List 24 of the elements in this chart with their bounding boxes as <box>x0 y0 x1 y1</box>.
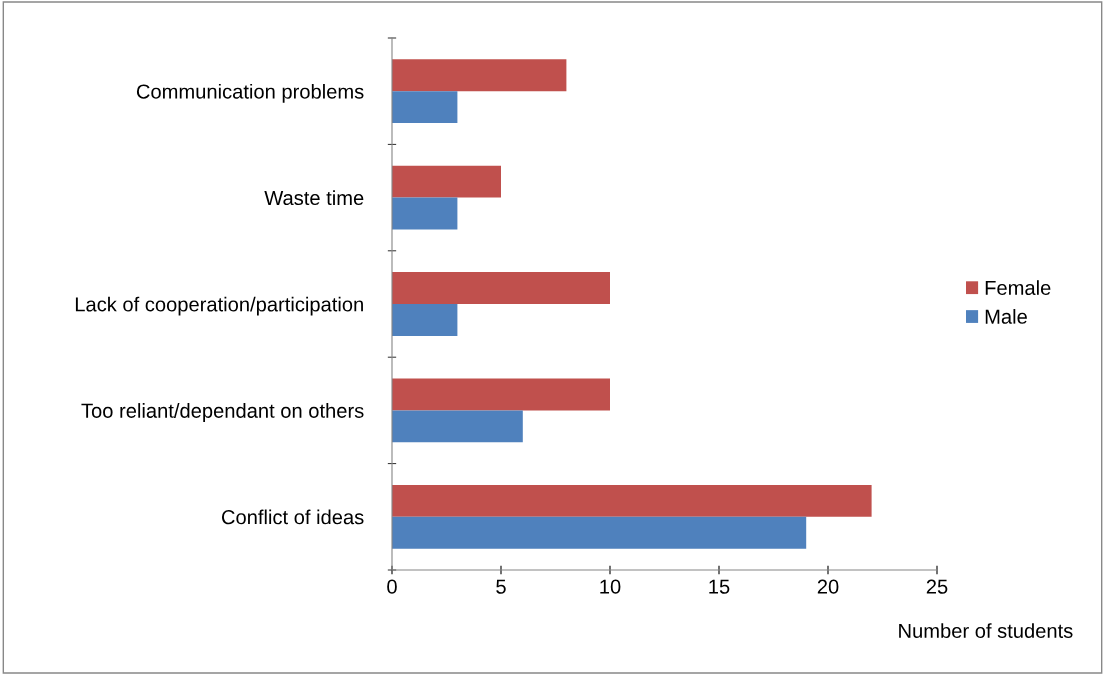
x-tick-label: 20 <box>817 579 839 594</box>
x-tick-label: 15 <box>709 579 730 594</box>
bar <box>392 272 610 304</box>
bar <box>392 304 458 336</box>
y-tick-label: Waste time <box>264 190 364 206</box>
bar <box>392 91 458 124</box>
bar <box>392 59 567 92</box>
y-tick-label: Conflict of ideas <box>221 509 364 525</box>
bar <box>392 516 807 549</box>
x-tick-label: 0 <box>387 579 397 594</box>
bar <box>392 410 523 443</box>
y-tick-label: Too reliant/dependant on others <box>81 403 364 422</box>
bar <box>392 484 872 517</box>
x-axis-title: Number of students <box>899 623 1073 638</box>
y-tick-label: Communication problems <box>136 83 364 103</box>
x-tick-label: 25 <box>926 579 948 594</box>
x-tick-label: 10 <box>600 579 621 594</box>
y-tick-label: Lack of cooperation/participation <box>75 296 363 316</box>
bar <box>392 165 501 198</box>
bar <box>392 197 458 230</box>
legend-label: Female <box>985 280 1051 295</box>
bar <box>392 378 610 411</box>
legend-label: Male <box>985 309 1027 324</box>
x-tick-label: 5 <box>496 579 506 594</box>
